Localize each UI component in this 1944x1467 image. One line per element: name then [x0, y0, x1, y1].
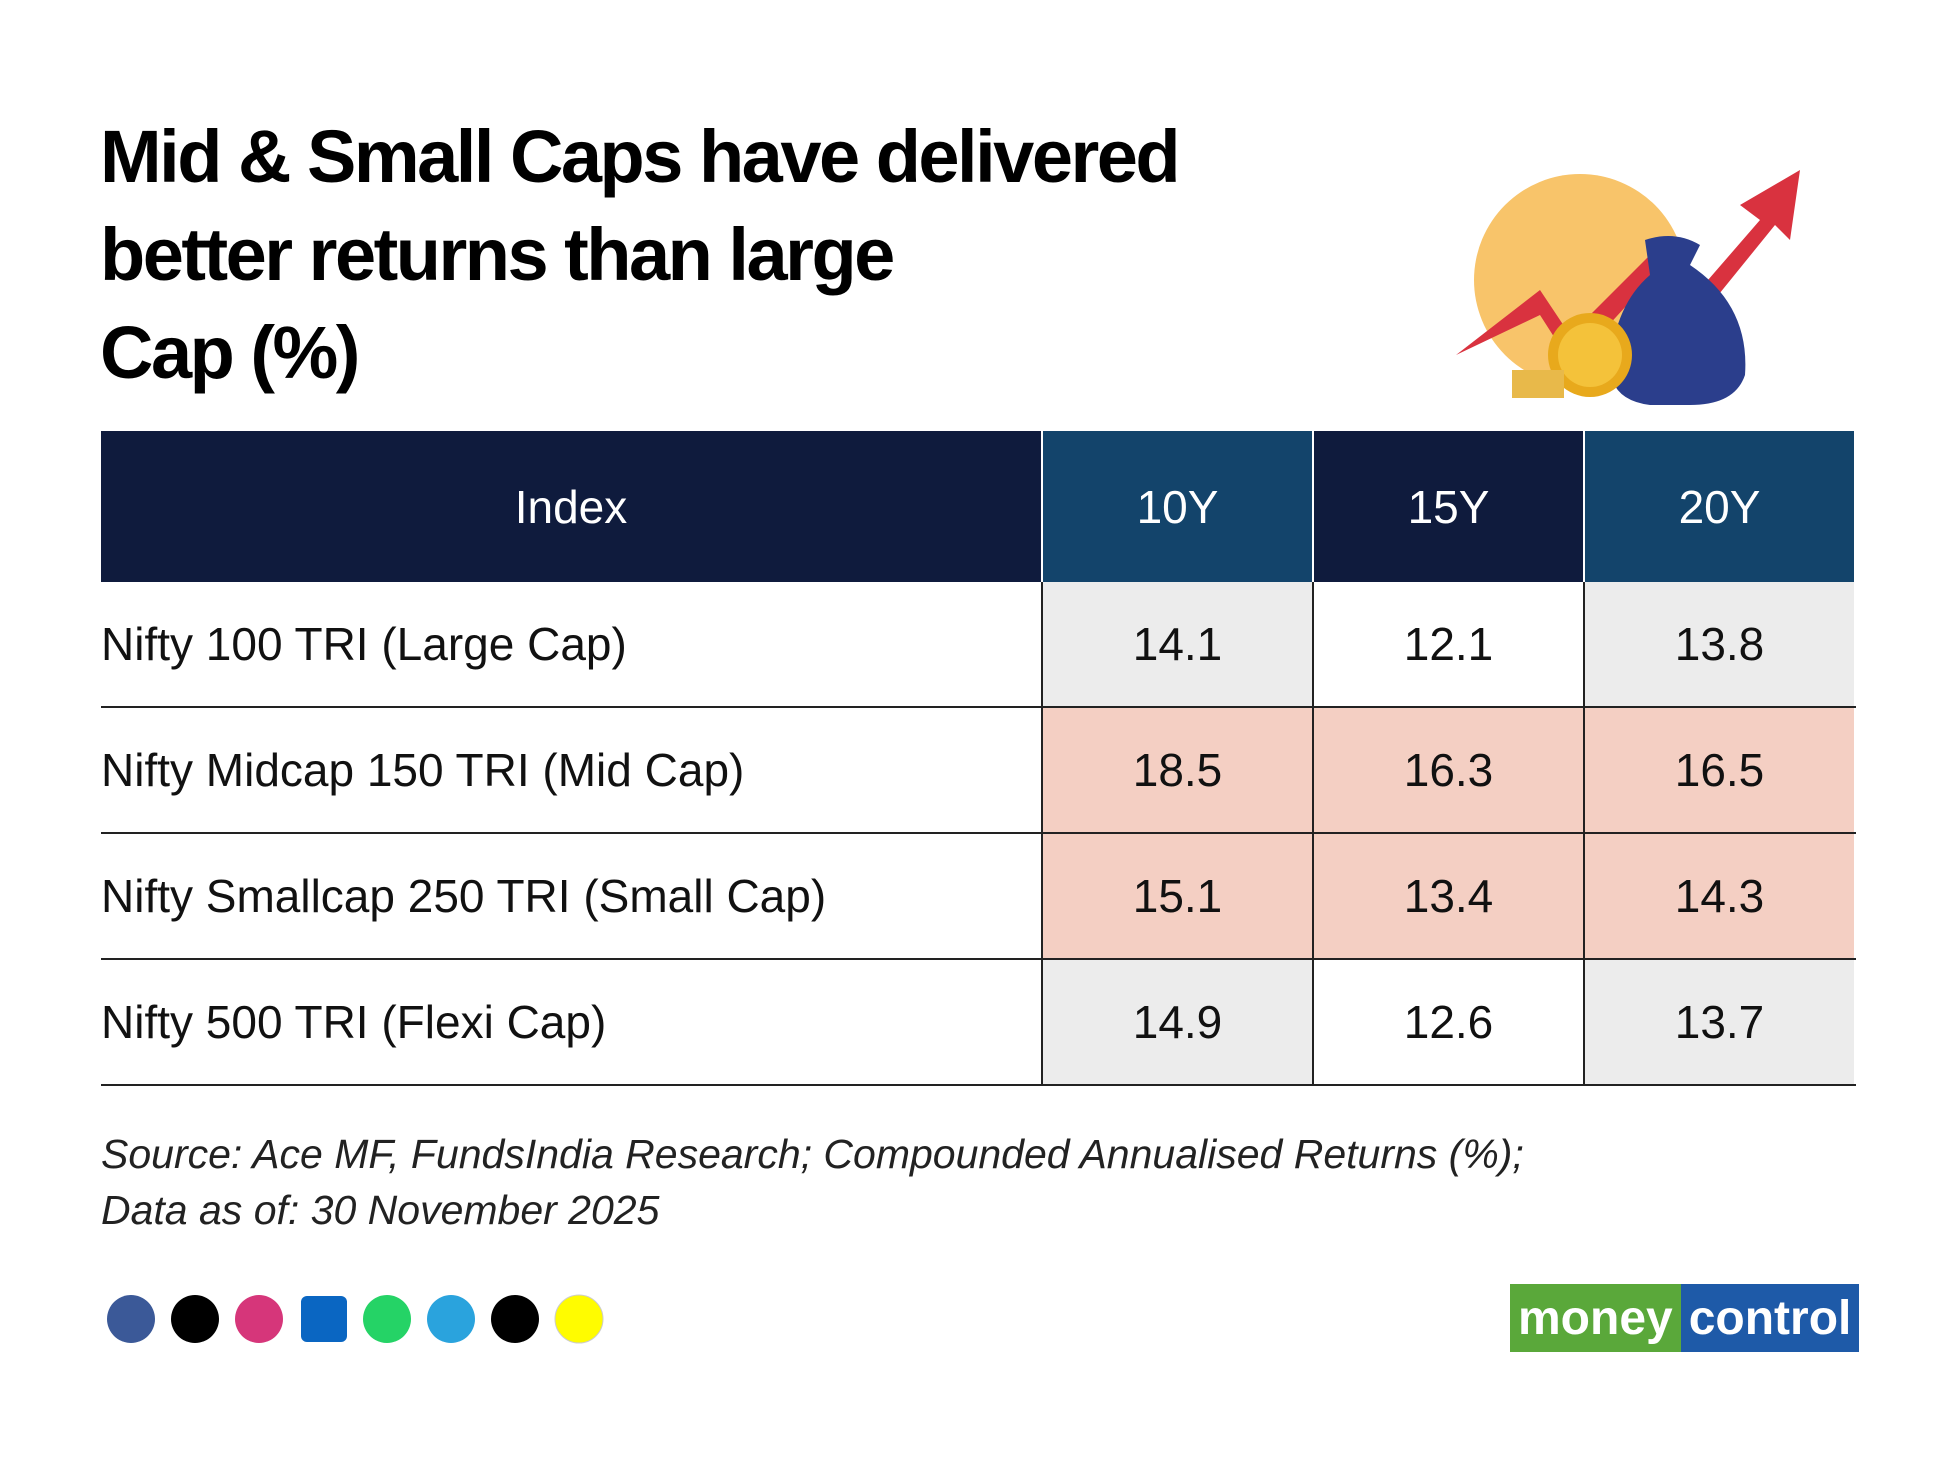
- title-line: Cap (%): [100, 311, 360, 394]
- illustration: [1456, 170, 1800, 405]
- value-cell: 13.8: [1583, 582, 1854, 706]
- table: Index 10Y 15Y 20Y Nifty 100 TRI (Large Cap) 1…: [101, 431, 1856, 1086]
- social-icons: [107, 1294, 604, 1344]
- title-line: Mid & Small Caps have delivered: [100, 115, 1181, 198]
- source-line: Data as of: 30 November 2025: [101, 1187, 660, 1233]
- index-cell: Nifty Midcap 150 TRI (Mid Cap): [101, 744, 745, 796]
- value-cell: 15.1: [1041, 834, 1312, 958]
- logo-left: money: [1510, 1284, 1681, 1352]
- value-cell: 14.3: [1583, 834, 1854, 958]
- header-cell: Index: [101, 431, 1041, 582]
- header-row: Index 10Y 15Y 20Y: [101, 431, 1856, 582]
- value-cell: 16.5: [1583, 708, 1854, 832]
- value-cell: 14.1: [1041, 582, 1312, 706]
- header-cell: 15Y: [1312, 431, 1583, 582]
- value-cell: 12.6: [1312, 960, 1583, 1084]
- index-cell: Nifty 500 TRI (Flexi Cap): [101, 996, 607, 1048]
- value-cell: 13.4: [1312, 834, 1583, 958]
- table-row: Nifty 500 TRI (Flexi Cap) 14.9 12.6 13.7: [101, 960, 1856, 1086]
- logo: money control: [1510, 1284, 1860, 1352]
- value-cell: 16.3: [1312, 708, 1583, 832]
- value-cell: 14.9: [1041, 960, 1312, 1084]
- value-cell: 18.5: [1041, 708, 1312, 832]
- source-note: Source: Ace MF, FundsIndia Research; Com…: [101, 1126, 1524, 1238]
- table-row: Nifty 100 TRI (Large Cap) 14.1 12.1 13.8: [101, 582, 1856, 708]
- title-line: better returns than large: [100, 213, 895, 296]
- title: Mid & Small Caps have delivered better re…: [100, 108, 1181, 402]
- index-cell: Nifty Smallcap 250 TRI (Small Cap): [101, 870, 827, 922]
- header-cell: 10Y: [1041, 431, 1312, 582]
- header-cell: 20Y: [1583, 431, 1854, 582]
- logo-right: control: [1680, 1284, 1860, 1352]
- value-cell: 13.7: [1583, 960, 1854, 1084]
- index-cell: Nifty 100 TRI (Large Cap): [101, 618, 627, 670]
- source-line: Source: Ace MF, FundsIndia Research; Com…: [101, 1131, 1524, 1177]
- value-cell: 12.1: [1312, 582, 1583, 706]
- table-row: Nifty Smallcap 250 TRI (Small Cap) 15.1 13…: [101, 834, 1856, 960]
- table-row: Nifty Midcap 150 TRI (Mid Cap) 18.5 16.3 16…: [101, 708, 1856, 834]
